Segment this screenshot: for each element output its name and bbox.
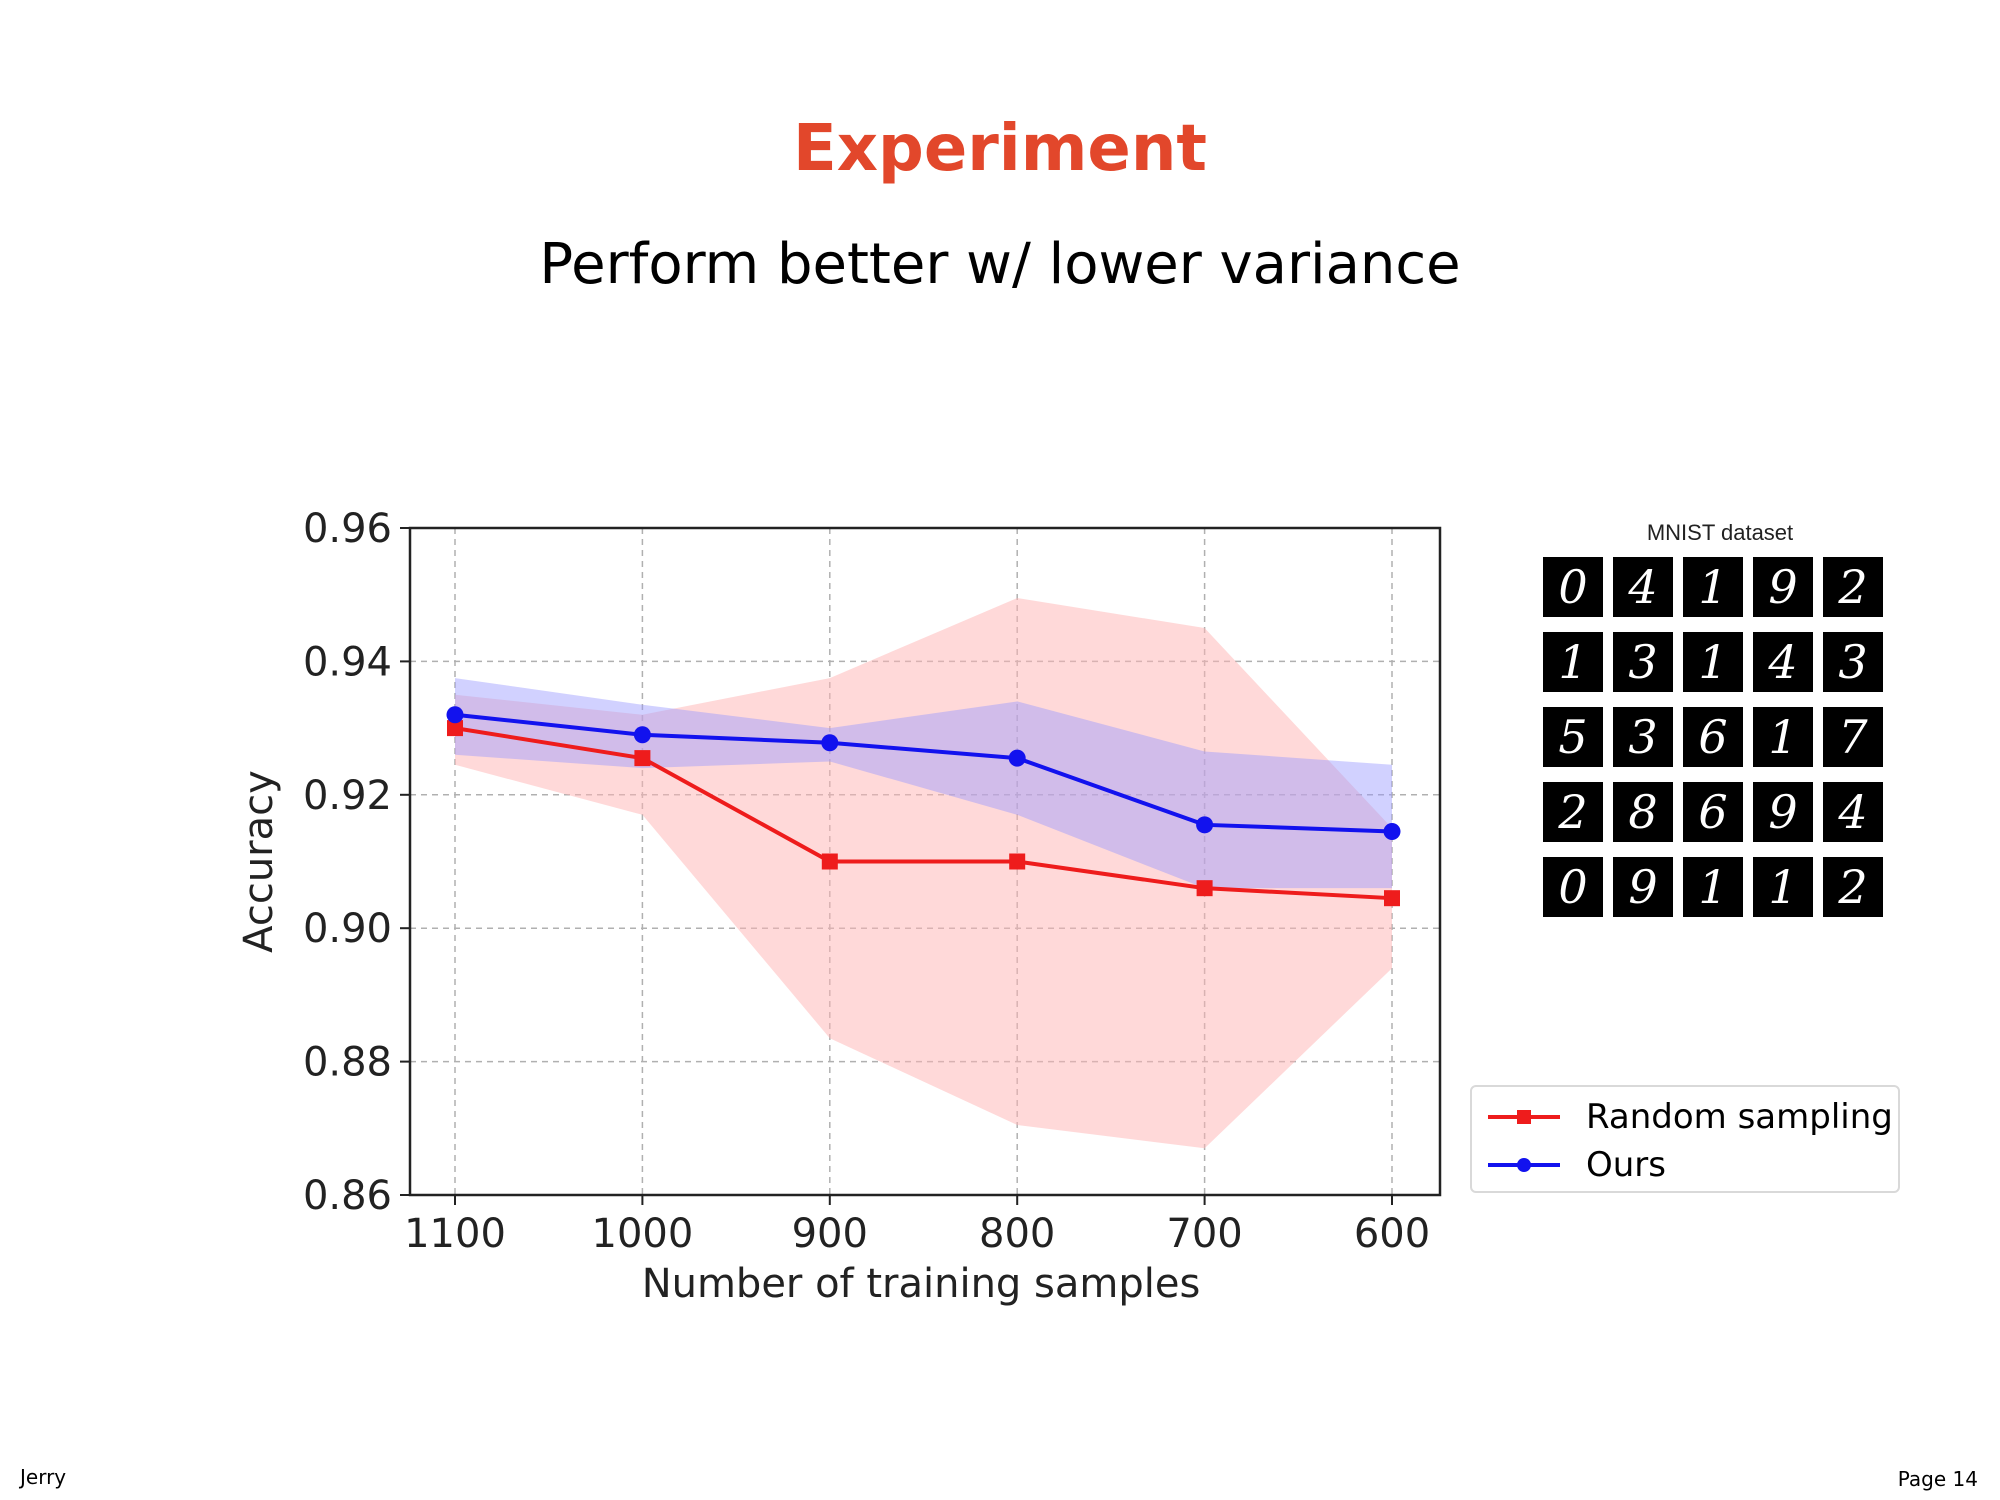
- y-axis-label: Accuracy: [236, 770, 282, 953]
- mnist-digit-11: 3: [1613, 707, 1673, 767]
- data-point-random-5: [1384, 890, 1400, 907]
- mnist-digit-0: 0: [1543, 557, 1603, 617]
- x-tick-label-3: 800: [979, 1211, 1055, 1257]
- mnist-digit-13: 1: [1753, 707, 1813, 767]
- data-point-random-4: [1196, 880, 1213, 897]
- data-point-ours-1: [633, 726, 651, 744]
- mnist-digit-7: 1: [1683, 632, 1743, 692]
- x-tick-label-5: 600: [1354, 1211, 1430, 1257]
- series-line-0: [454, 726, 1393, 901]
- confidence-band-1: [455, 678, 1392, 889]
- data-point-ours-0: [446, 706, 464, 724]
- mnist-digit-15: 2: [1543, 782, 1603, 842]
- chart-legend: Random sampling Ours: [1470, 1085, 1900, 1193]
- mnist-digit-16: 8: [1613, 782, 1673, 842]
- mnist-digit-17: 6: [1683, 782, 1743, 842]
- x-tick-label-0: 1100: [404, 1211, 506, 1257]
- y-tick-label-5: 0.96: [303, 506, 392, 552]
- mnist-title: MNIST dataset: [1646, 520, 1794, 545]
- y-tick-label-4: 0.94: [303, 639, 392, 685]
- mnist-digit-20: 0: [1543, 857, 1603, 917]
- x-tick-label-4: 700: [1166, 1211, 1242, 1257]
- series-line-1: [454, 712, 1393, 834]
- x-tick-label-1: 1000: [592, 1211, 694, 1257]
- slide-title: Experiment: [793, 112, 1207, 186]
- mnist-digit-2: 1: [1683, 557, 1743, 617]
- legend-marker-circle-icon: [1488, 1158, 1560, 1172]
- mnist-digit-21: 9: [1613, 857, 1673, 917]
- mnist-digit-4: 2: [1823, 557, 1883, 617]
- legend-label-ours: Ours: [1586, 1145, 1667, 1185]
- plot-frame: [408, 526, 1442, 1197]
- y-tick-label-0: 0.86: [303, 1173, 392, 1219]
- mnist-digit-8: 4: [1753, 632, 1813, 692]
- data-point-random-0: [447, 720, 463, 737]
- footer-page-number: Page 14: [1897, 1467, 1978, 1491]
- data-point-ours-2: [821, 734, 839, 752]
- data-point-random-1: [634, 750, 651, 767]
- mnist-digit-14: 7: [1823, 707, 1883, 767]
- mnist-digit-12: 6: [1683, 707, 1743, 767]
- slide-subtitle: Perform better w/ lower variance: [539, 232, 1461, 297]
- legend-item-ours: Ours: [1484, 1143, 1666, 1187]
- legend-label-random-sampling: Random sampling: [1586, 1097, 1893, 1137]
- footer-author: Jerry: [20, 1465, 67, 1489]
- y-tick-label-2: 0.90: [303, 906, 392, 952]
- mnist-digit-3: 9: [1753, 557, 1813, 617]
- legend-marker-square-icon: [1488, 1110, 1560, 1124]
- legend-item-random-sampling: Random sampling: [1484, 1095, 1893, 1139]
- y-tick-label-1: 0.88: [303, 1040, 392, 1086]
- x-tick-label-2: 900: [792, 1211, 868, 1257]
- data-point-ours-4: [1196, 816, 1214, 834]
- data-point-random-3: [1009, 853, 1026, 870]
- data-point-random-2: [821, 853, 838, 870]
- mnist-digit-6: 3: [1613, 632, 1673, 692]
- mnist-digit-1: 4: [1613, 557, 1673, 617]
- y-tick-label-3: 0.92: [303, 773, 392, 819]
- mnist-digit-19: 4: [1823, 782, 1883, 842]
- mnist-digit-18: 9: [1753, 782, 1813, 842]
- mnist-digit-22: 1: [1683, 857, 1743, 917]
- x-axis-label: Number of training samples: [642, 1261, 1201, 1307]
- mnist-digit-10: 5: [1543, 707, 1603, 767]
- mnist-digit-9: 3: [1823, 632, 1883, 692]
- data-point-ours-5: [1383, 822, 1401, 840]
- mnist-digit-23: 1: [1753, 857, 1813, 917]
- mnist-digit-24: 2: [1823, 857, 1883, 917]
- data-point-ours-3: [1008, 749, 1026, 767]
- mnist-digit-5: 1: [1543, 632, 1603, 692]
